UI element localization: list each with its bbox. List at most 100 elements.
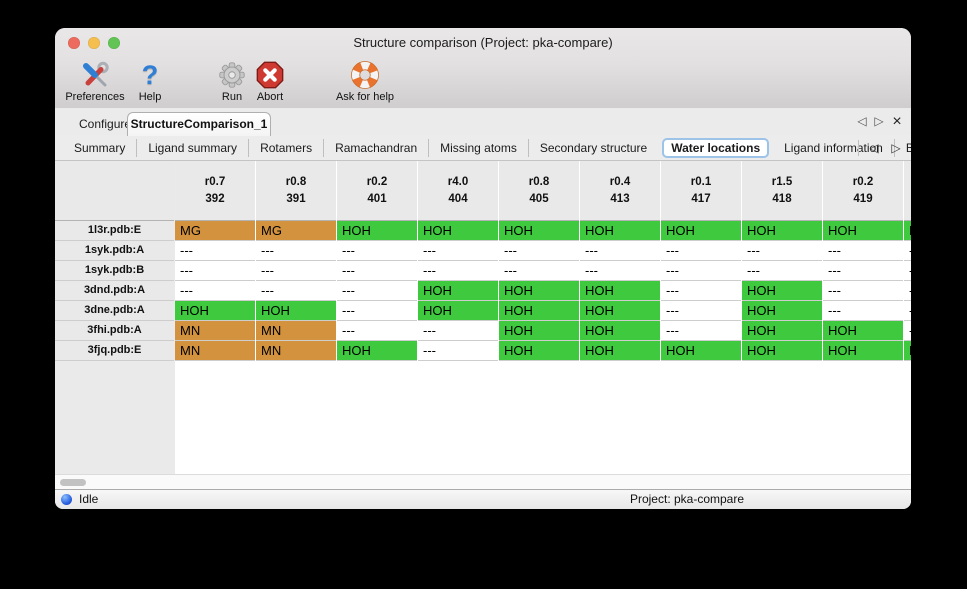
abort-button[interactable]: Abort	[246, 60, 294, 106]
table-cell[interactable]: HOH	[661, 221, 741, 241]
minimize-window-button[interactable]	[88, 37, 100, 49]
table-cell[interactable]: ---	[337, 241, 417, 261]
row-label[interactable]: 3dnd.pdb:A	[55, 281, 174, 301]
table-cell[interactable]: HOH	[823, 321, 903, 341]
table-cell[interactable]: ---	[418, 261, 498, 281]
table-cell[interactable]: HOH	[742, 341, 822, 361]
table-cell[interactable]: HOH	[580, 221, 660, 241]
help-button[interactable]: ? Help	[130, 60, 170, 106]
tab-configure[interactable]: Configure	[79, 117, 132, 131]
table-cell[interactable]: ---	[904, 241, 911, 261]
table-cell[interactable]: HOH	[418, 221, 498, 241]
table-cell[interactable]: HOH	[580, 321, 660, 341]
table-cell[interactable]: ---	[904, 261, 911, 281]
subtab-missing-atoms[interactable]: Missing atoms	[428, 138, 528, 157]
table-cell[interactable]: ---	[256, 261, 336, 281]
horizontal-scrollbar[interactable]	[55, 474, 911, 490]
row-label[interactable]: 1syk.pdb:B	[55, 261, 174, 281]
close-window-button[interactable]	[68, 37, 80, 49]
table-cell[interactable]: MN	[175, 341, 255, 361]
table-cell[interactable]: HOH	[580, 341, 660, 361]
table-cell[interactable]: HOH	[580, 281, 660, 301]
tab-scroll-left-icon[interactable]: ◁	[857, 114, 867, 128]
table-cell[interactable]: ---	[580, 241, 660, 261]
table-cell[interactable]: HOH	[499, 341, 579, 361]
table-cell[interactable]: ---	[418, 321, 498, 341]
tab-close-icon[interactable]: ×	[892, 113, 902, 130]
table-cell[interactable]: HOH	[661, 341, 741, 361]
table-cell[interactable]: ---	[418, 341, 498, 361]
table-cell[interactable]: HOH	[418, 301, 498, 321]
table-cell[interactable]: ---	[499, 241, 579, 261]
tab-scroll-right-icon[interactable]: ▷	[874, 114, 884, 128]
table-cell[interactable]: ---	[661, 281, 741, 301]
table-cell[interactable]: HOH	[256, 301, 336, 321]
table-cell[interactable]: ---	[742, 241, 822, 261]
table-cell[interactable]: MG	[256, 221, 336, 241]
subtab-rotamers[interactable]: Rotamers	[248, 138, 323, 157]
subtab-scroll-left-icon[interactable]: ◁	[869, 141, 879, 155]
table-cell[interactable]: ---	[337, 301, 417, 321]
row-label[interactable]: 3fjq.pdb:E	[55, 341, 174, 361]
table-cell[interactable]: MN	[256, 341, 336, 361]
table-cell[interactable]: HOH	[337, 341, 417, 361]
zoom-window-button[interactable]	[108, 37, 120, 49]
run-button[interactable]: Run	[212, 60, 252, 106]
table-cell[interactable]: ---	[256, 241, 336, 261]
table-cell[interactable]: ---	[175, 281, 255, 301]
table-cell[interactable]: ---	[904, 321, 911, 341]
table-cell[interactable]: ---	[742, 261, 822, 281]
table-cell[interactable]: ---	[823, 261, 903, 281]
table-cell[interactable]: ---	[904, 301, 911, 321]
subtab-summary[interactable]: Summary	[74, 140, 126, 155]
row-label[interactable]: 1syk.pdb:A	[55, 241, 174, 261]
table-cell[interactable]: HOH	[499, 301, 579, 321]
table-cell[interactable]: HOH	[823, 341, 903, 361]
table-cell[interactable]: ---	[823, 241, 903, 261]
tab-structurecomparison-1[interactable]: StructureComparison_1	[127, 112, 271, 136]
table-cell[interactable]: HOH	[337, 221, 417, 241]
table-cell[interactable]: HOH	[175, 301, 255, 321]
table-cell[interactable]: ---	[904, 281, 911, 301]
ask-for-help-button[interactable]: Ask for help	[323, 60, 407, 106]
table-cell[interactable]: MG	[175, 221, 255, 241]
subtab-secondary-structure[interactable]: Secondary structure	[527, 138, 658, 157]
table-cell[interactable]: ---	[661, 321, 741, 341]
row-label[interactable]: 3dne.pdb:A	[55, 301, 174, 321]
table-cell[interactable]: HOH	[742, 321, 822, 341]
table-cell[interactable]: ---	[823, 301, 903, 321]
table-cell[interactable]: HOH	[904, 221, 911, 241]
table-cell[interactable]: ---	[580, 261, 660, 281]
table-cell[interactable]: ---	[661, 261, 741, 281]
table-cell[interactable]: MN	[256, 321, 336, 341]
table-cell[interactable]: ---	[661, 301, 741, 321]
subtab-ligand-summary[interactable]: Ligand summary	[136, 138, 248, 157]
table-cell[interactable]: ---	[175, 261, 255, 281]
table-cell[interactable]: ---	[175, 241, 255, 261]
row-label[interactable]: 3fhi.pdb:A	[55, 321, 174, 341]
table-cell[interactable]: HOH	[904, 341, 911, 361]
table-cell[interactable]: HOH	[823, 221, 903, 241]
table-cell[interactable]: MN	[175, 321, 255, 341]
table-cell[interactable]: HOH	[580, 301, 660, 321]
row-label[interactable]: 1l3r.pdb:E	[55, 221, 174, 241]
table-cell[interactable]: HOH	[499, 221, 579, 241]
subtab-ramachandran[interactable]: Ramachandran	[323, 138, 428, 157]
subtab-b-factors[interactable]: B-factors	[893, 138, 911, 157]
table-cell[interactable]: HOH	[742, 301, 822, 321]
table-cell[interactable]: ---	[499, 261, 579, 281]
table-cell[interactable]: ---	[823, 281, 903, 301]
subtab-water-locations[interactable]: Water locations	[662, 137, 770, 158]
table-cell[interactable]: ---	[256, 281, 336, 301]
table-cell[interactable]: HOH	[418, 281, 498, 301]
preferences-button[interactable]: Preferences	[58, 60, 132, 106]
table-cell[interactable]: HOH	[499, 321, 579, 341]
subtab-scroll-right-icon[interactable]: ▷	[891, 141, 901, 155]
table-cell[interactable]: ---	[418, 241, 498, 261]
table-cell[interactable]: ---	[661, 241, 741, 261]
table-cell[interactable]: ---	[337, 281, 417, 301]
table-cell[interactable]: ---	[337, 321, 417, 341]
table-cell[interactable]: HOH	[499, 281, 579, 301]
horizontal-scrollbar-thumb[interactable]	[60, 479, 86, 486]
table-cell[interactable]: ---	[337, 261, 417, 281]
